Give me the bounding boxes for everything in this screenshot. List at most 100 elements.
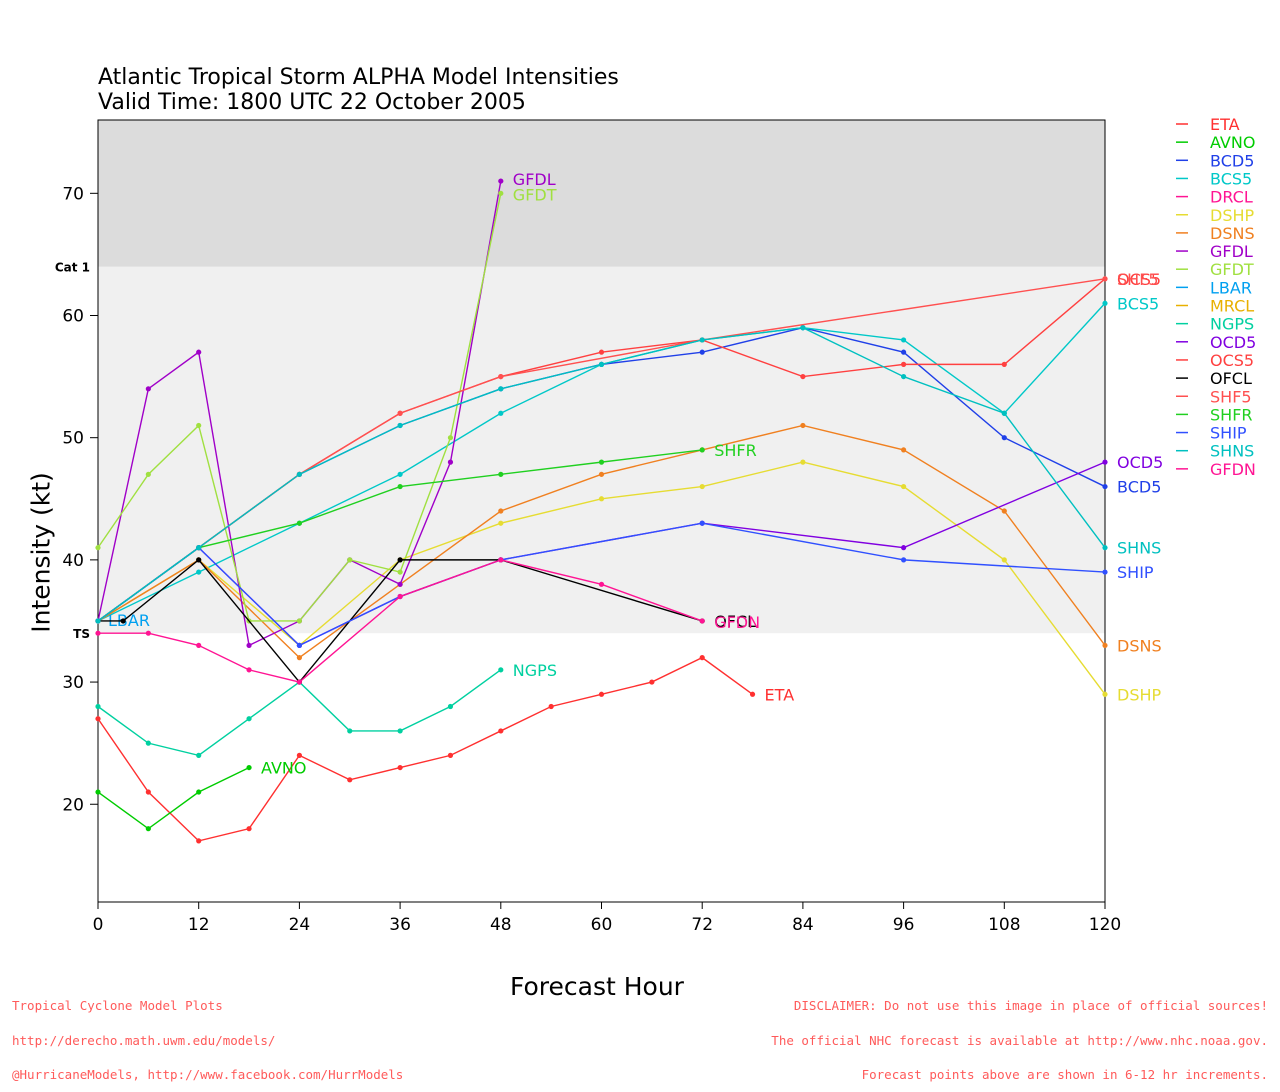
data-point — [296, 520, 302, 526]
x-tick-label: 72 — [691, 915, 713, 935]
x-tick-label: 60 — [591, 915, 613, 935]
x-tick-label: 12 — [188, 915, 210, 935]
legend-label: ETA — [1210, 115, 1240, 134]
data-point — [1102, 483, 1108, 490]
x-tick-label: 108 — [988, 915, 1020, 935]
data-point — [296, 471, 302, 477]
data-point — [246, 642, 252, 649]
data-point — [901, 349, 907, 355]
y-tick-label: 20 — [62, 795, 84, 815]
series-end-label: GFDL — [513, 170, 556, 189]
band-tropical-storm — [98, 266, 1105, 634]
footer-right-line: Forecast points above are shown in 6-12 … — [861, 1067, 1268, 1082]
data-point — [901, 483, 907, 490]
data-point — [699, 520, 705, 526]
footer-left-line: @HurricaneModels, http://www.facebook.co… — [12, 1067, 404, 1082]
y-tick-label: 70 — [62, 184, 84, 204]
series-eta: ETA — [95, 655, 794, 844]
legend-item: OFCL — [1176, 369, 1252, 388]
data-point — [397, 410, 403, 416]
series-end-label: OFCL — [714, 612, 756, 631]
data-point — [498, 190, 504, 196]
footer-left: Tropical Cyclone Model Plots http://dere… — [12, 977, 403, 1092]
data-point — [1102, 276, 1108, 282]
data-point — [196, 422, 202, 429]
data-point — [699, 337, 705, 343]
series-end-label: DSHP — [1117, 685, 1162, 704]
data-point — [1102, 691, 1108, 697]
data-point — [246, 716, 252, 722]
data-point — [246, 826, 252, 832]
legend-item: SHF5 — [1176, 387, 1252, 406]
legend-item: DSHP — [1176, 206, 1255, 225]
data-point — [145, 789, 151, 795]
data-point — [196, 789, 202, 795]
data-point — [397, 569, 403, 575]
data-point — [447, 752, 454, 758]
legend-label: SHNS — [1210, 442, 1254, 461]
data-point — [598, 471, 605, 477]
threshold-label: Cat 1 — [55, 261, 90, 275]
data-point — [95, 618, 101, 624]
chart-title: Atlantic Tropical Storm ALPHA Model Inte… — [98, 65, 619, 90]
legend-label: BCD5 — [1210, 151, 1254, 170]
legend-item: LBAR — [1176, 278, 1252, 297]
data-point — [296, 752, 302, 758]
data-point — [598, 361, 605, 367]
data-point — [447, 703, 454, 710]
legend-item: SHNS — [1176, 442, 1254, 461]
data-point — [548, 703, 554, 710]
x-tick-label: 36 — [389, 915, 411, 935]
data-point — [95, 703, 101, 710]
data-point — [901, 373, 907, 380]
data-point — [296, 618, 302, 624]
series-end-label: BCD5 — [1117, 478, 1161, 497]
legend-label: GFDN — [1210, 460, 1256, 479]
legend-label: SHFR — [1210, 405, 1253, 424]
chart-subtitle: Valid Time: 1800 UTC 22 October 2005 — [98, 90, 526, 115]
data-point — [598, 459, 605, 465]
data-point — [296, 642, 302, 649]
x-tick-label: 84 — [792, 915, 814, 935]
data-point — [498, 520, 504, 526]
data-point — [296, 679, 302, 685]
x-axis-label: Forecast Hour — [510, 972, 684, 1001]
legend-label: OFCL — [1210, 369, 1252, 388]
legend-item: GFDN — [1176, 460, 1256, 479]
data-point — [196, 752, 202, 758]
data-point — [1102, 459, 1108, 465]
data-point — [1001, 410, 1007, 416]
data-point — [598, 581, 605, 587]
data-point — [196, 569, 202, 575]
data-point — [347, 557, 353, 563]
data-point — [699, 483, 705, 490]
x-tick-label: 96 — [893, 915, 915, 935]
legend-item: BCD5 — [1176, 151, 1254, 170]
data-point — [749, 691, 756, 697]
data-point — [397, 581, 403, 587]
data-point — [800, 422, 806, 429]
series-shns: SHNS — [95, 325, 1161, 624]
threshold-label: TS — [73, 627, 90, 641]
data-point — [347, 777, 353, 783]
data-point — [347, 728, 353, 734]
data-point — [95, 716, 101, 722]
x-tick-label: 24 — [289, 915, 311, 935]
legend-item: OCS5 — [1176, 351, 1254, 370]
data-point — [145, 826, 151, 832]
data-point — [95, 545, 101, 551]
legend-item: GFDL — [1176, 242, 1253, 261]
band-hurricane — [98, 120, 1105, 267]
legend-item: ETA — [1176, 115, 1240, 134]
y-axis-label: Intensity (kt) — [26, 472, 56, 633]
footer-right: DISCLAIMER: Do not use this image in pla… — [771, 977, 1268, 1092]
series-gfdn: GFDN — [95, 557, 760, 685]
legend-item: AVNO — [1176, 133, 1255, 152]
data-point — [296, 655, 302, 661]
series-end-label: AVNO — [261, 759, 306, 778]
series-avno: AVNO — [95, 759, 306, 832]
data-point — [901, 545, 907, 551]
footer-left-line: Tropical Cyclone Model Plots — [12, 998, 223, 1013]
data-point — [649, 679, 655, 685]
data-point — [145, 386, 151, 392]
